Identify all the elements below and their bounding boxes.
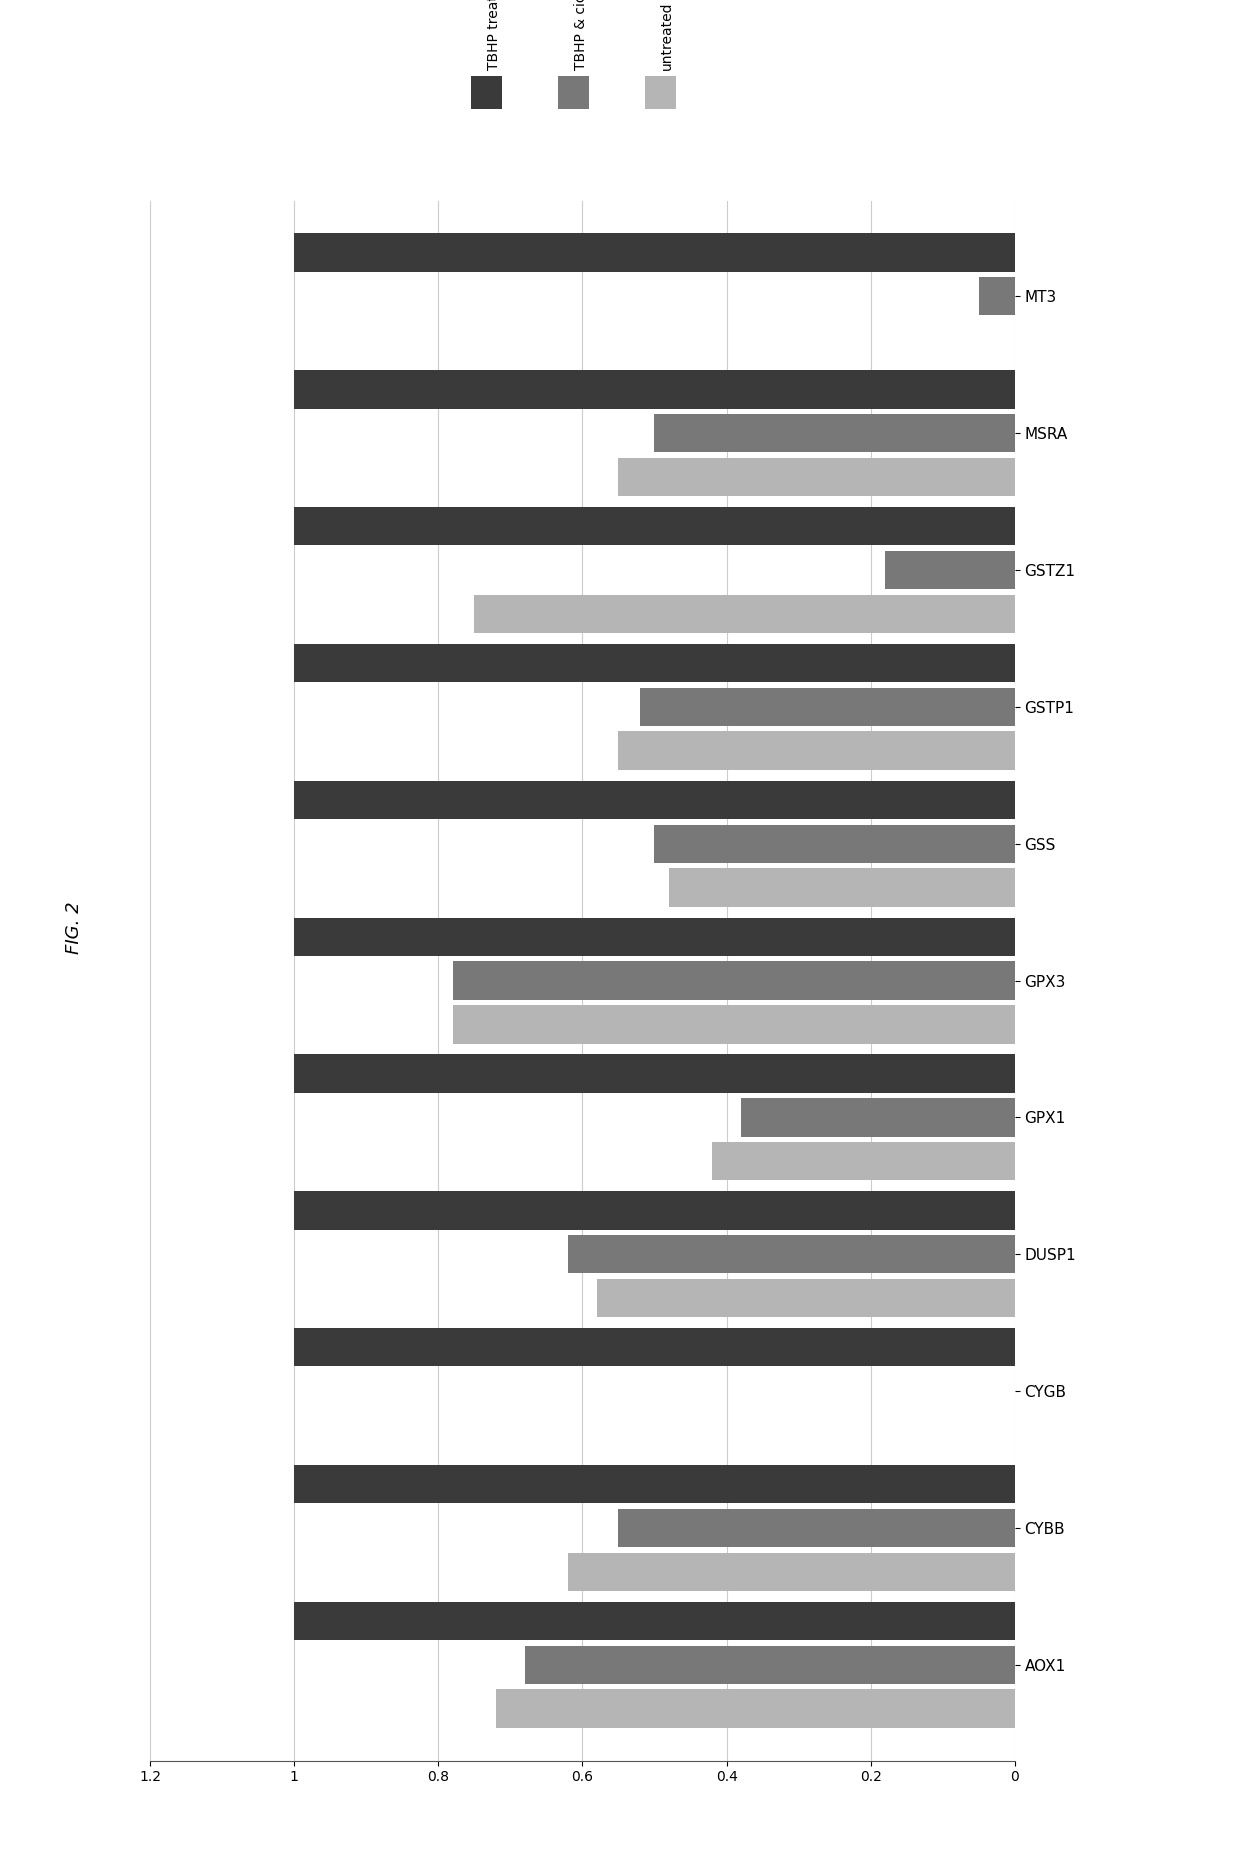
Bar [596, 1278, 1014, 1317]
Bar [294, 1191, 1014, 1230]
Bar [453, 961, 1014, 1000]
Bar [294, 506, 1014, 545]
Bar [294, 234, 1014, 271]
Bar [978, 276, 1014, 315]
Bar [655, 414, 1014, 453]
Bar [294, 1054, 1014, 1093]
Bar [568, 1553, 1014, 1592]
Bar [475, 595, 1014, 633]
Bar [640, 688, 1014, 725]
Bar [294, 1328, 1014, 1367]
Bar [568, 1235, 1014, 1273]
Bar [712, 1143, 1014, 1180]
Text: FIG. 2: FIG. 2 [66, 902, 83, 953]
Bar [496, 1690, 1014, 1727]
Bar [668, 868, 1014, 907]
Bar [453, 1005, 1014, 1044]
Text: TBHP treated: TBHP treated [486, 0, 501, 70]
Bar [742, 1098, 1014, 1137]
Bar [294, 1603, 1014, 1640]
Bar [294, 918, 1014, 955]
Bar [294, 781, 1014, 820]
Bar [294, 1465, 1014, 1503]
Bar [294, 644, 1014, 683]
Bar [619, 458, 1014, 495]
Text: TBHP & ciclopirox: TBHP & ciclopirox [573, 0, 588, 70]
Bar [294, 371, 1014, 408]
Bar [619, 731, 1014, 770]
Bar [525, 1645, 1014, 1684]
Bar [655, 825, 1014, 863]
Text: untreated: untreated [660, 2, 675, 70]
Bar [885, 551, 1014, 590]
Bar [619, 1508, 1014, 1547]
